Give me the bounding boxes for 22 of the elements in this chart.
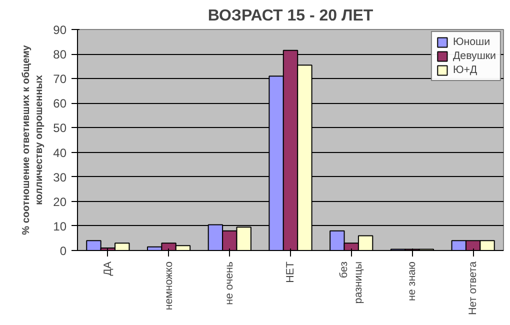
y-tick-label: 30	[53, 170, 67, 184]
x-tick-label: не знаю	[406, 261, 418, 301]
legend-label: Юноши	[452, 36, 490, 48]
x-tick-label: не очень	[224, 261, 236, 305]
y-tick-label: 10	[53, 219, 67, 234]
y-tick-label: 50	[53, 121, 67, 136]
y-tick-label: 20	[53, 194, 67, 209]
x-tick-label: Нет ответа	[467, 261, 480, 315]
y-tick-label: 90	[53, 23, 67, 37]
x-tick-label: немножко	[162, 261, 175, 310]
y-tick-label: 80	[53, 48, 67, 62]
y-tick-label: 60	[53, 96, 67, 111]
legend-label: Ю+Д	[452, 64, 478, 76]
y-tick-label: 70	[53, 72, 67, 86]
chart-title: ВОЗРАСТ 15 - 20 ЛЕТ	[208, 8, 374, 24]
y-tick-label: 0	[60, 244, 67, 258]
y-tick-label: 40	[53, 146, 67, 160]
y-axis-title: % соотношение ответивших к общему колличеству опрошенных	[20, 44, 46, 235]
x-tick-label: ДА	[102, 260, 114, 276]
x-tick-label: без разницы	[338, 261, 365, 304]
x-tick-label: НЕТ	[284, 261, 296, 283]
legend-label: Девушки	[452, 50, 496, 62]
